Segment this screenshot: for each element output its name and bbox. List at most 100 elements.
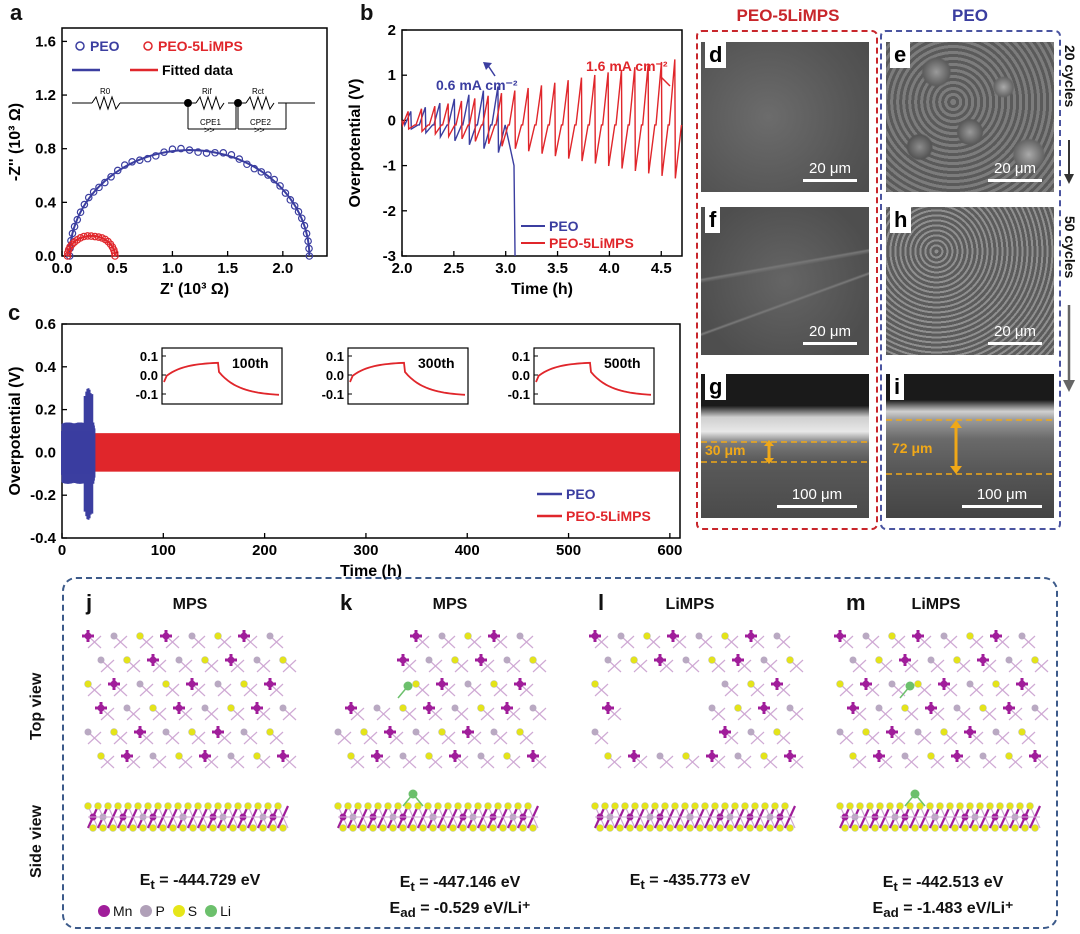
side-s-atom-top — [651, 802, 659, 810]
s-atom — [477, 704, 485, 712]
data-point-0 — [297, 214, 306, 223]
side-s-atom-bottom — [626, 824, 634, 832]
inset-tick-label: 0.0 — [140, 368, 158, 383]
legend-dot-p — [140, 905, 153, 917]
series-line-limps — [401, 59, 683, 179]
side-s-atom-top — [134, 802, 142, 810]
data-point-0 — [286, 196, 295, 204]
p-atom — [604, 656, 612, 664]
chart-b: 2.0 2.5 3.0 3.5 4.0 4.5 -3 -2 -1 0 1 2 Time (h) Overp… — [347, 22, 683, 298]
p-atom — [162, 728, 170, 736]
bond — [956, 755, 971, 769]
side-s-atom-top — [1026, 802, 1034, 810]
data-point-0 — [276, 182, 284, 190]
mn-atom — [604, 704, 612, 712]
side-s-atom-bottom — [399, 824, 407, 832]
side-s-atom-bottom — [159, 824, 167, 832]
side-s-atom-bottom — [726, 824, 734, 832]
y-tick-label-a: 1.6 — [35, 33, 56, 50]
bond — [969, 635, 984, 649]
mn-atom — [503, 704, 511, 712]
bond — [891, 683, 906, 697]
bond — [839, 683, 854, 697]
bond — [282, 707, 297, 721]
p-atom — [266, 632, 274, 640]
side-s-atom-top — [986, 802, 994, 810]
s-atom — [940, 728, 948, 736]
frame-peo-5limps — [696, 30, 878, 530]
y-tick-label-a: 0.8 — [35, 141, 56, 158]
bond — [87, 683, 102, 697]
side-s-atom-bottom — [189, 824, 197, 832]
bond — [506, 707, 521, 721]
panel-label-c: c — [8, 300, 21, 325]
p-atom — [721, 680, 729, 688]
bond — [620, 635, 635, 649]
s-atom — [862, 728, 870, 736]
panel-label-j: j — [86, 590, 93, 615]
side-s-atom-bottom — [901, 824, 909, 832]
data-point-0 — [185, 146, 194, 154]
side-s-atom-top — [956, 802, 964, 810]
side-s-atom-top — [631, 802, 639, 810]
bond — [685, 755, 700, 769]
data-point-0 — [70, 222, 79, 231]
side-s-atom-top — [641, 802, 649, 810]
et-sub-l: t — [640, 877, 645, 893]
inset-tick-label: 0.1 — [326, 349, 344, 364]
bond — [724, 731, 739, 745]
side-li-bond — [914, 793, 926, 807]
mn-atom — [464, 728, 472, 736]
data-point-0 — [120, 161, 129, 169]
p-atom — [464, 680, 472, 688]
side-s-atom-bottom — [469, 824, 477, 832]
sem-label-e: e — [890, 42, 911, 68]
bond — [165, 731, 180, 745]
mn-atom — [773, 680, 781, 688]
x-tick-label-a: 1.5 — [217, 260, 238, 277]
bond — [100, 659, 115, 673]
bond — [532, 755, 547, 769]
bond — [659, 755, 674, 769]
bond — [982, 755, 997, 769]
bond — [763, 659, 778, 673]
side-s-atom-bottom — [756, 824, 764, 832]
scale-bar-i: 100 μm — [962, 486, 1042, 508]
x-tick-label-b: 4.5 — [651, 260, 672, 277]
legend-label-peo-b: PEO — [549, 218, 579, 234]
mn-atom — [901, 656, 909, 664]
bond — [839, 731, 854, 745]
bond — [672, 635, 687, 649]
data-point-0 — [107, 172, 115, 181]
bond — [633, 755, 648, 769]
bond — [930, 707, 945, 721]
x-tick-label-a: 0.0 — [52, 260, 73, 277]
bond — [389, 731, 404, 745]
s-atom — [643, 632, 651, 640]
bond — [428, 755, 443, 769]
side-s-atom-top — [591, 802, 599, 810]
x-tick-label-c: 500 — [556, 542, 581, 559]
inset-curve — [349, 361, 466, 396]
side-s-atom-bottom — [716, 824, 724, 832]
side-s-atom-bottom — [249, 824, 257, 832]
bond — [506, 755, 521, 769]
side-s-atom-top — [504, 802, 512, 810]
struct-title-l: LiMPS — [665, 596, 715, 613]
annotation-arrowhead-peo — [483, 62, 492, 70]
side-s-atom-top — [474, 802, 482, 810]
side-s-atom-bottom — [1001, 824, 1009, 832]
bond — [87, 635, 102, 649]
legend-label-limps-b: PEO-5LiMPS — [549, 235, 634, 251]
bond — [995, 683, 1010, 697]
data-point-0 — [151, 152, 160, 160]
bond — [1008, 755, 1023, 769]
p-atom — [617, 632, 625, 640]
bond — [969, 731, 984, 745]
bond — [467, 731, 482, 745]
et-value-l: -435.773 eV — [663, 872, 751, 889]
bond — [865, 683, 880, 697]
bond — [480, 707, 495, 721]
structure-top-3 — [834, 630, 1049, 769]
p-atom — [516, 632, 524, 640]
